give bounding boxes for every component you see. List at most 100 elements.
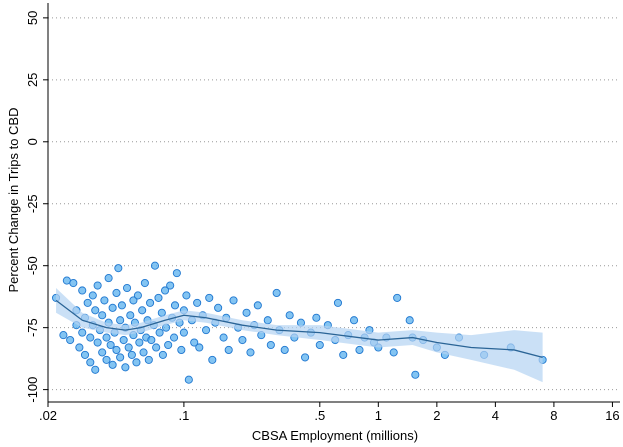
point (315, 340, 324, 350)
y-tick-label: 25 (25, 73, 40, 87)
point (157, 308, 166, 317)
point (393, 293, 402, 302)
smooth-line (55, 299, 543, 359)
point (229, 296, 238, 305)
y-tick-label: -75 (25, 318, 40, 337)
point (224, 345, 233, 355)
point (86, 333, 95, 342)
point (238, 335, 247, 345)
point (78, 286, 87, 295)
point (138, 306, 147, 315)
point (301, 353, 310, 362)
point (184, 375, 193, 384)
point (172, 269, 181, 278)
point (177, 345, 186, 355)
point (202, 326, 211, 335)
point (102, 333, 111, 342)
point (91, 306, 100, 315)
point (126, 311, 135, 320)
y-tick-label: -50 (25, 256, 40, 275)
point (69, 278, 78, 288)
point (117, 301, 126, 310)
x-axis-label: CBSA Employment (millions) (252, 428, 418, 443)
point (104, 274, 113, 283)
point (93, 281, 102, 290)
x-tick-label: 1 (375, 408, 382, 423)
point (98, 348, 107, 357)
point (312, 313, 321, 322)
point (170, 301, 180, 310)
point (108, 303, 117, 312)
point (333, 298, 343, 307)
point (193, 298, 202, 307)
point (405, 316, 414, 325)
point (127, 350, 136, 359)
point (263, 316, 272, 325)
point (219, 333, 228, 342)
point (116, 316, 125, 325)
point (106, 340, 115, 350)
point (102, 355, 111, 364)
point (170, 333, 179, 342)
point (158, 350, 167, 359)
x-tick-label: .1 (178, 408, 189, 423)
confidence-band (56, 288, 543, 383)
x-tick-label: .02 (39, 408, 57, 423)
point (144, 355, 153, 364)
point (112, 345, 121, 355)
y-axis-label: Percent Change in Trips to CBD (6, 108, 21, 293)
x-tick-label: 16 (605, 408, 619, 423)
y-tick-label: -100 (25, 377, 40, 403)
point (242, 308, 251, 317)
point (208, 355, 217, 364)
point (147, 335, 156, 345)
point (80, 350, 90, 359)
point (100, 296, 109, 305)
point (280, 345, 289, 355)
point (119, 335, 128, 345)
point (150, 261, 160, 270)
point (166, 281, 175, 290)
point (146, 298, 155, 307)
point (78, 328, 87, 337)
x-tick-label: 8 (550, 408, 557, 423)
point (285, 311, 294, 320)
point (91, 365, 100, 374)
point (195, 343, 204, 352)
point (86, 358, 95, 367)
point (190, 338, 199, 347)
point (114, 264, 123, 273)
x-tick-label: 4 (492, 408, 499, 423)
point (253, 301, 262, 310)
point (121, 363, 130, 372)
point (164, 340, 173, 350)
point (93, 338, 102, 347)
point (66, 335, 75, 345)
point (266, 340, 275, 350)
point (83, 298, 92, 307)
point (389, 348, 398, 357)
point (411, 370, 420, 379)
point (108, 360, 117, 369)
y-tick-label: 0 (25, 138, 40, 145)
point (246, 348, 255, 357)
point (75, 343, 84, 352)
point (154, 293, 163, 302)
point (116, 353, 125, 362)
point (205, 293, 214, 302)
point (135, 338, 144, 347)
point (124, 343, 133, 352)
point (112, 288, 121, 298)
point (349, 316, 359, 325)
x-tick-label: 2 (433, 408, 440, 423)
point (139, 348, 148, 357)
point (133, 291, 142, 300)
point (88, 291, 97, 300)
point (272, 288, 281, 298)
y-tick-label: 50 (25, 11, 40, 25)
point (129, 296, 138, 305)
point (214, 303, 223, 312)
point (155, 328, 164, 337)
point (98, 311, 107, 320)
